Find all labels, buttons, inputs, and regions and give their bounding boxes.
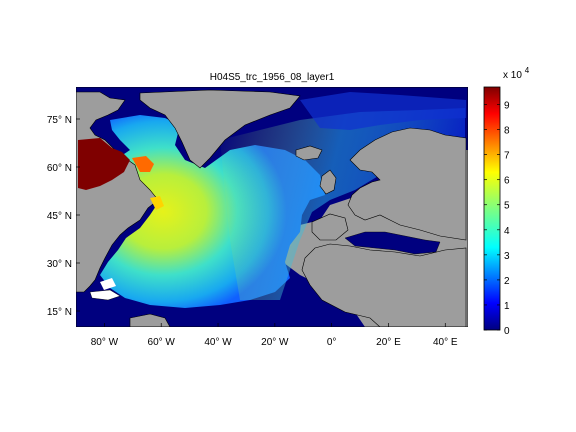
map-panel: [76, 87, 468, 327]
florida-white: [100, 278, 116, 290]
colorbar-tick-label: 3: [504, 251, 510, 262]
hudson-strait-orange: [132, 156, 154, 172]
labrador-yellow: [150, 196, 164, 210]
longitude-tick-label: 20° E: [376, 337, 401, 348]
colorbar-scale-exponent: 4: [525, 66, 530, 75]
longitude-tick-label: 80° W: [91, 337, 119, 348]
greenland-land: [139, 89, 301, 169]
colorbar-tick-label: 9: [504, 101, 510, 112]
british-isles-land: [319, 169, 337, 195]
longitude-tick-label: 60° W: [148, 337, 176, 348]
colorbar-scale-label: x 10 4: [503, 66, 530, 81]
colorbar-tick-label: 2: [504, 276, 510, 287]
latitude-tick-label: 45° N: [47, 211, 72, 222]
hudson-bay-hotspot: [78, 138, 130, 190]
deep-ocean-north: [300, 92, 466, 130]
africa-land: [301, 243, 467, 327]
europe-land: [347, 127, 467, 241]
longitude-tick-label: 0°: [327, 337, 337, 348]
longitude-tick-label: 40° W: [204, 337, 232, 348]
latitude-tick-label: 15° N: [47, 307, 72, 318]
colorbar-tick-label: 4: [504, 226, 510, 237]
colorbar-gradient: [483, 86, 501, 331]
colorbar-tick-label: 8: [504, 126, 510, 137]
colorbar-tick-label: 5: [504, 201, 510, 212]
south-america-land: [129, 313, 171, 327]
map-title: H04S5_trc_1956_08_layer1: [210, 72, 335, 83]
colorbar-scale-base: x 10: [503, 70, 522, 81]
colorbar-tick-label: 1: [504, 301, 510, 312]
colorbar-ticks: 0 1 2 3 4 5 6 7 8 9: [484, 101, 510, 337]
latitude-tick-label: 60° N: [47, 163, 72, 174]
longitude-ticks: 80° W 60° W 40° W 20° W 0° 20° E 40° E: [91, 323, 458, 348]
caribbean-islands: [89, 289, 121, 301]
longitude-tick-label: 20° W: [261, 337, 289, 348]
iceland-land: [295, 145, 323, 161]
colorbar-tick-label: 0: [504, 326, 510, 337]
latitude-tick-label: 30° N: [47, 259, 72, 270]
latitude-tick-label: 75° N: [47, 115, 72, 126]
longitude-tick-label: 40° E: [433, 337, 458, 348]
colorbar-tick-label: 7: [504, 151, 510, 162]
colorbar-tick-label: 6: [504, 176, 510, 187]
mediterranean-sea: [344, 231, 441, 255]
iberia-land: [311, 213, 349, 241]
latitude-ticks: 75° N 60° N 45° N 30° N 15° N: [47, 115, 80, 318]
colorbar: 0 1 2 3 4 5 6 7 8 9 x 10 4: [483, 66, 530, 337]
